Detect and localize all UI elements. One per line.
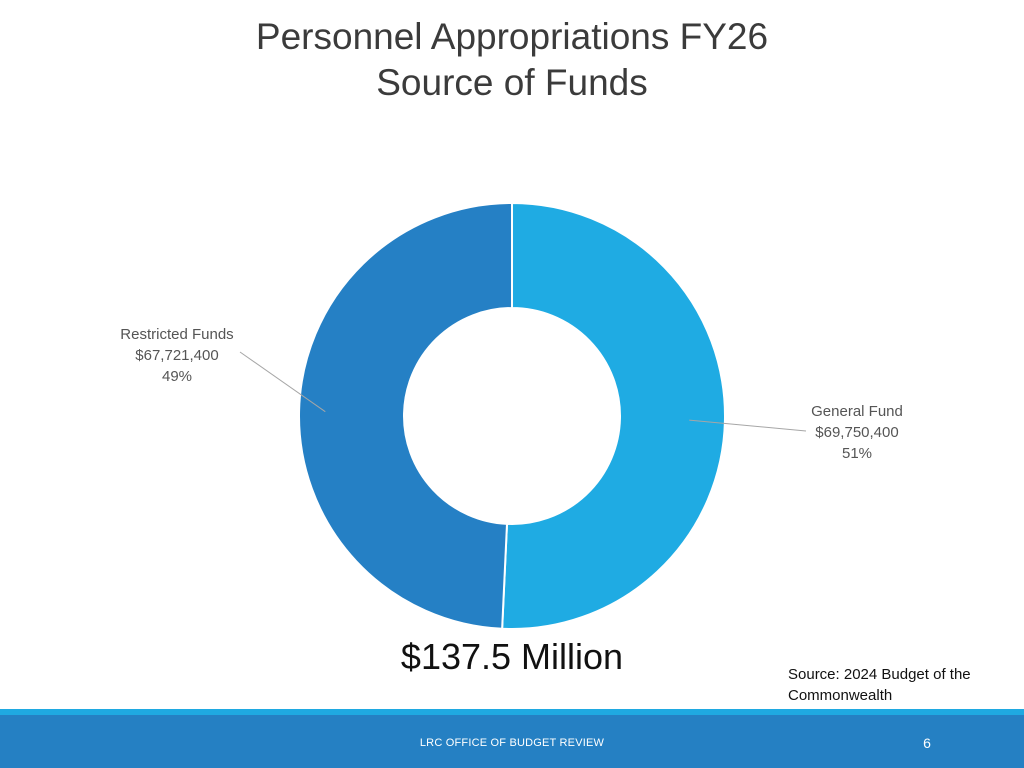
leader-line-restricted-funds bbox=[239, 351, 326, 413]
source-line-1: Source: 2024 Budget of the bbox=[788, 666, 971, 683]
source-note: Source: 2024 Budget of the Commonwealth bbox=[788, 664, 1008, 706]
label-name-restricted-funds: Restricted Funds bbox=[120, 326, 233, 343]
slide-title: Personnel Appropriations FY26 Source of … bbox=[0, 14, 1024, 106]
label-percent-restricted-funds: 49% bbox=[162, 368, 192, 385]
slice-restricted-funds bbox=[298, 201, 513, 630]
slice-general-fund bbox=[501, 201, 726, 630]
leader-line-general-fund bbox=[689, 419, 807, 432]
title-line-1: Personnel Appropriations FY26 bbox=[255, 16, 769, 57]
title-line-2: Source of Funds bbox=[376, 62, 648, 103]
label-percent-general-fund: 51% bbox=[842, 445, 872, 462]
page-number: 6 bbox=[923, 735, 931, 751]
total-amount: $137.5 Million bbox=[400, 636, 624, 677]
footer-bar: LRC OFFICE OF BUDGET REVIEW 6 bbox=[0, 715, 1024, 768]
footer-accent-stripe bbox=[0, 709, 1024, 715]
footer-label: LRC OFFICE OF BUDGET REVIEW bbox=[419, 737, 605, 749]
label-value-general-fund: $69,750,400 bbox=[815, 424, 898, 441]
label-name-general-fund: General Fund bbox=[811, 403, 903, 420]
source-line-2: Commonwealth bbox=[788, 687, 893, 704]
label-value-restricted-funds: $67,721,400 bbox=[135, 347, 218, 364]
